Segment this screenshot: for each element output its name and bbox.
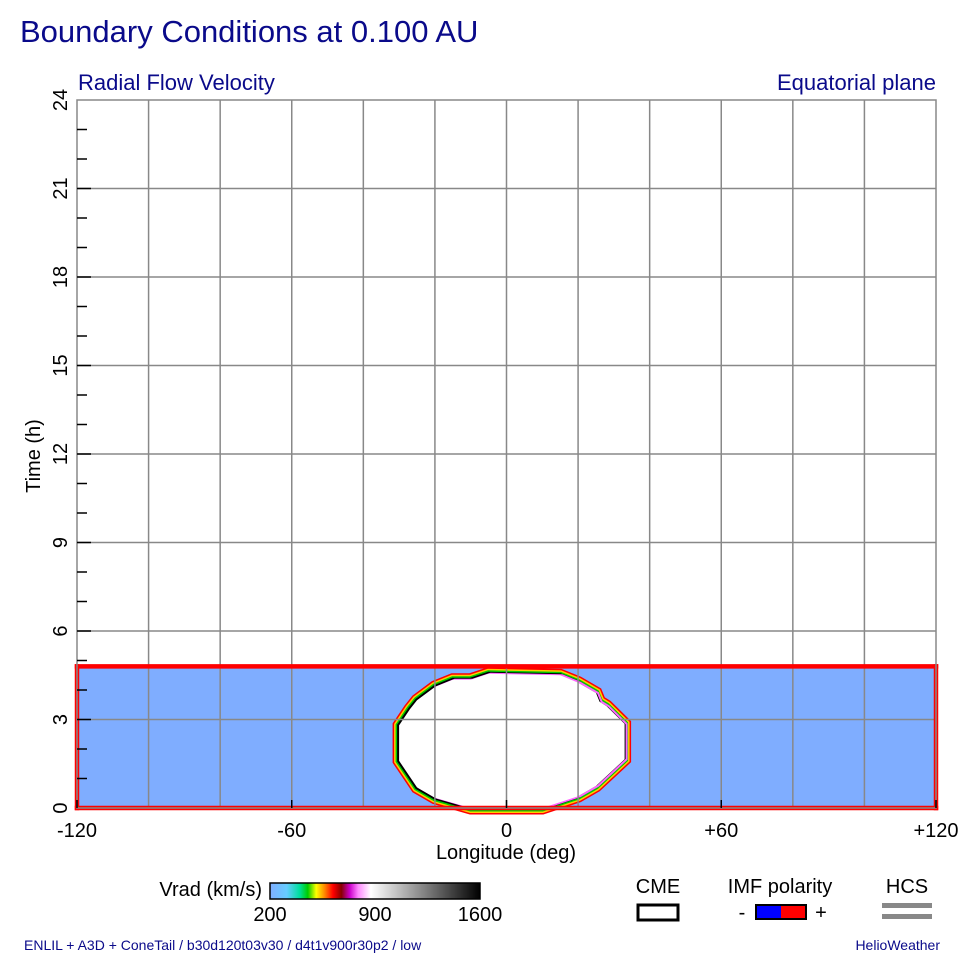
cme-legend: CME (636, 876, 680, 922)
y-tick-label: 18 (50, 266, 72, 288)
cme-region (392, 667, 632, 815)
y-tick-label: 0 (50, 802, 72, 813)
imf-minus-swatch (756, 905, 781, 919)
axis-ticks (76, 128, 937, 808)
imf-minus-label: - (739, 902, 746, 924)
y-tick-label: 21 (50, 177, 72, 199)
imf-swatch-frame (755, 904, 807, 920)
imf-polarity-legend: IMF polarity - + (728, 876, 832, 924)
y-axis-label: Time (h) (23, 419, 45, 493)
hcs-legend-line-2 (882, 914, 932, 919)
footer-model-info: ENLIL + A3D + ConeTail / b30d120t03v30 /… (24, 937, 422, 953)
y-tick-label: 6 (50, 625, 72, 636)
x-tick-label: +120 (913, 820, 958, 842)
imf-plus-label: + (815, 902, 827, 924)
cme-core (399, 673, 625, 808)
imf-plus-swatch (781, 905, 806, 919)
cme-legend-swatch (636, 903, 680, 922)
colorbar-label: Vrad (km/s) (159, 879, 262, 901)
x-tick-label: -120 (57, 820, 97, 842)
hcs-legend-label: HCS (886, 876, 928, 898)
x-axis-tick-labels: -120 -60 0 +60 +120 (57, 820, 959, 842)
x-tick-label: -60 (277, 820, 306, 842)
y-axis-tick-labels: 0 3 6 9 12 15 18 21 24 (50, 89, 72, 814)
grid-lines (77, 100, 936, 808)
colorbar-min-label: 200 (253, 904, 286, 926)
x-tick-label: 0 (501, 820, 512, 842)
colorbar-gradient (269, 882, 481, 900)
y-tick-label: 9 (50, 537, 72, 548)
y-tick-label: 12 (50, 443, 72, 465)
x-axis-label: Longitude (deg) (436, 842, 576, 864)
y-tick-label: 3 (50, 714, 72, 725)
y-tick-label: 24 (50, 89, 72, 111)
x-tick-label: +60 (704, 820, 738, 842)
plot-area (74, 99, 939, 815)
colorbar-legend: Vrad (km/s) 200 900 1600 (159, 879, 502, 926)
imf-legend-label: IMF polarity (728, 876, 832, 898)
cme-legend-label: CME (636, 876, 680, 898)
colorbar-mid-label: 900 (358, 904, 391, 926)
footer-brand: HelioWeather (855, 937, 940, 953)
hcs-legend-line-1 (882, 903, 932, 908)
chart-subtitle-right: Equatorial plane (777, 70, 936, 95)
hcs-legend: HCS (882, 876, 932, 919)
y-tick-label: 15 (50, 354, 72, 376)
chart-subtitle-left: Radial Flow Velocity (78, 70, 275, 95)
colorbar-max-label: 1600 (458, 904, 503, 926)
chart-title: Boundary Conditions at 0.100 AU (20, 14, 478, 49)
